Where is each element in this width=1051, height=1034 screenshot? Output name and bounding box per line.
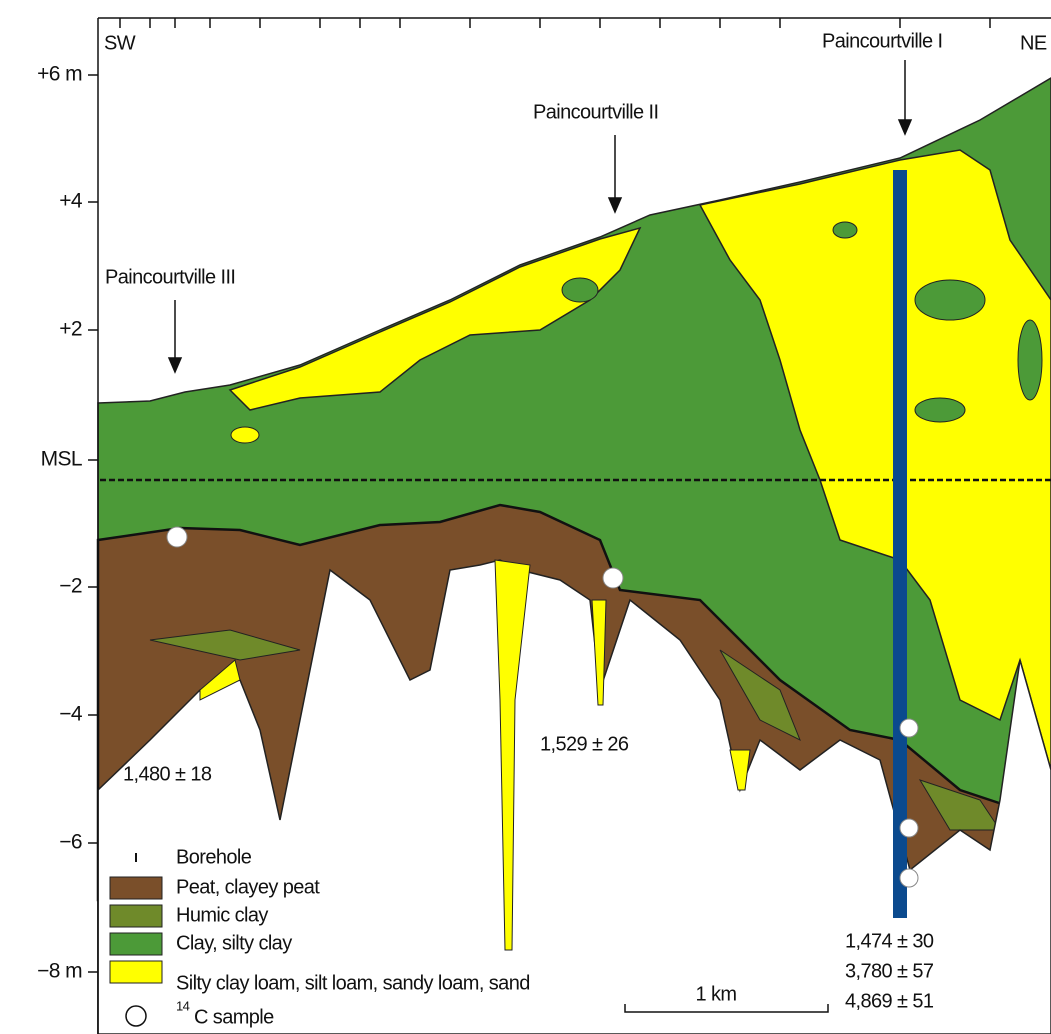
site-label: Paincourtville III	[105, 266, 235, 288]
axis-label: −4	[59, 703, 83, 726]
axis-label: −8 m	[37, 960, 82, 983]
clay-lens	[915, 398, 965, 422]
borehole	[893, 170, 907, 918]
axis-label: −6	[59, 831, 82, 854]
site-label: Paincourtville I	[822, 30, 942, 52]
sample	[900, 869, 918, 887]
legend-swatch	[110, 877, 162, 899]
site-label: Paincourtville II	[533, 101, 658, 123]
legend-sup: 14	[176, 998, 190, 1013]
axis-label: +6 m	[37, 63, 82, 86]
legend-swatch	[110, 961, 162, 983]
sand-lens	[231, 427, 259, 443]
date-label: 1,480 ± 18	[123, 763, 212, 785]
borehole-ticks	[120, 18, 990, 28]
axis-label: −2	[59, 575, 82, 598]
legend-label: Borehole	[176, 846, 252, 868]
clay-lens	[1018, 320, 1042, 400]
sample	[603, 568, 623, 588]
legend-label: Peat, clayey peat	[176, 876, 320, 898]
legend-label: Silty clay loam, silt loam, sandy loam, …	[176, 972, 530, 994]
axis-label: MSL	[41, 448, 82, 471]
legend-label: Humic clay	[176, 904, 268, 926]
date-label: 1,474 ± 30	[845, 930, 934, 952]
direction: NE	[1020, 32, 1047, 54]
clay-lens	[915, 280, 985, 320]
legend-swatch	[110, 905, 162, 927]
legend-swatch	[110, 933, 162, 955]
clay-lens	[833, 222, 857, 238]
date-label: 3,780 ± 57	[845, 960, 934, 982]
sample	[900, 719, 918, 737]
axis-label: +4	[59, 190, 83, 213]
date-label: 4,869 ± 51	[845, 990, 934, 1012]
legend-label: Clay, silty clay	[176, 932, 292, 954]
sample	[167, 527, 187, 547]
sample	[900, 819, 918, 837]
y-ticks	[88, 75, 98, 972]
cross-section: +6 m +4 +2 MSL −2 −4 −6 −8 m SW NE Painc…	[0, 0, 1051, 1034]
legend-label: C sample	[194, 1006, 274, 1028]
date-label: 1,529 ± 26	[540, 733, 629, 755]
scale-label: 1 km	[696, 983, 737, 1005]
clay-lens	[562, 278, 598, 302]
axis-label: +2	[59, 318, 82, 341]
legend-sample	[126, 1006, 146, 1026]
direction: SW	[104, 32, 136, 54]
